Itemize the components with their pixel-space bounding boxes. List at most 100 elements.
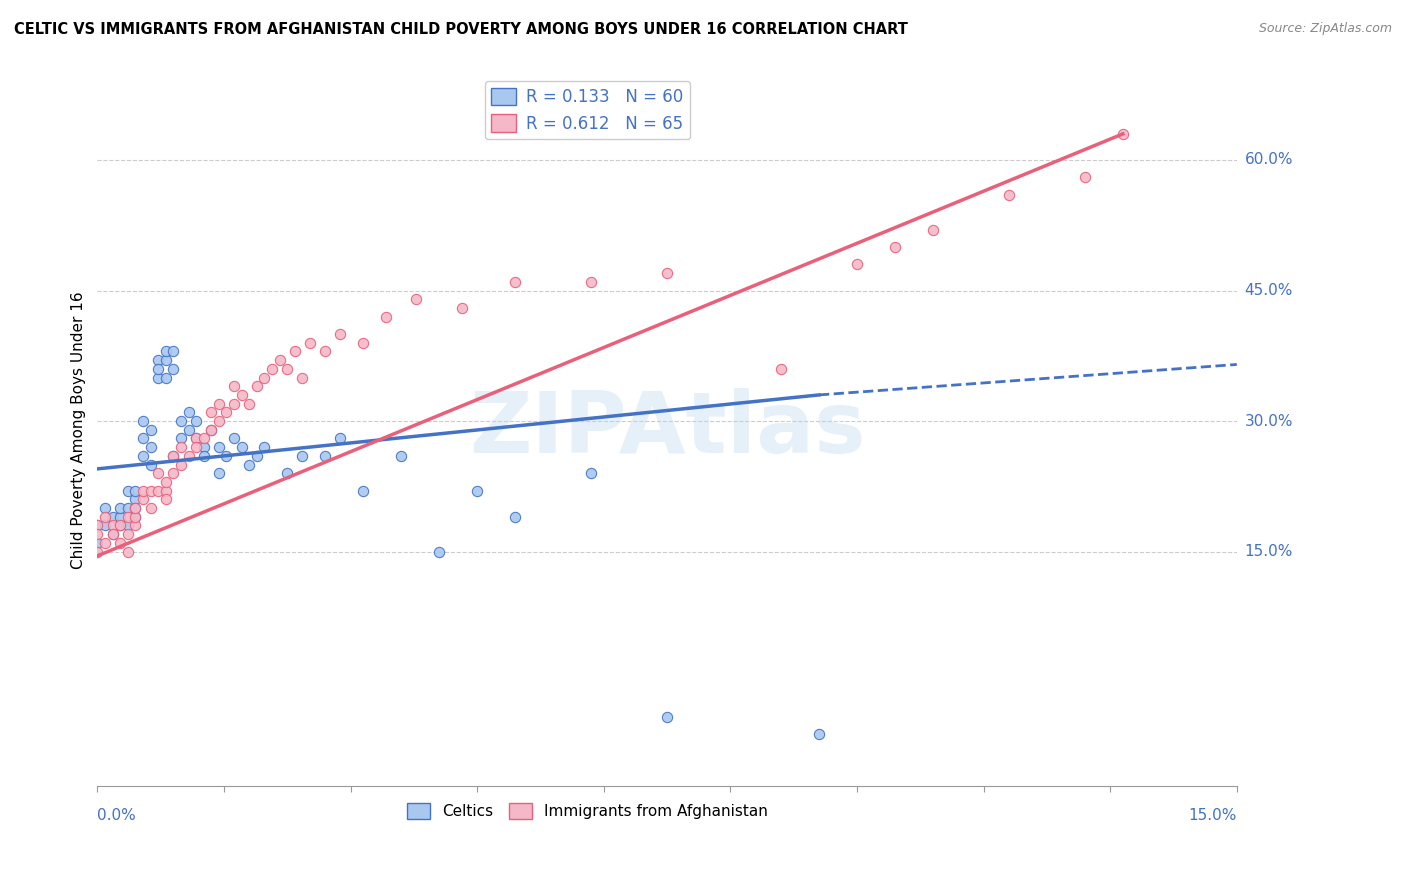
Point [139, 423, 162, 437]
Point [238, 396, 260, 410]
Point [117, 518, 139, 533]
Point [222, 432, 245, 446]
Point [269, 353, 291, 368]
Legend: Celtics, Immigrants from Afghanistan: Celtics, Immigrants from Afghanistan [401, 797, 773, 825]
Point [284, 344, 307, 359]
Point [246, 379, 269, 393]
Point [193, 440, 215, 454]
Point [389, 449, 412, 463]
Point [132, 449, 155, 463]
Point [94, 501, 117, 516]
Text: 0.0%: 0.0% [97, 808, 136, 823]
Point [86, 527, 108, 541]
Point [94, 509, 117, 524]
Point [132, 414, 155, 428]
Point [162, 449, 184, 463]
Point [314, 449, 336, 463]
Point [262, 361, 284, 376]
Point [352, 335, 374, 350]
Text: 30.0%: 30.0% [1244, 414, 1294, 428]
Point [170, 440, 193, 454]
Point [146, 353, 169, 368]
Point [155, 483, 177, 498]
Point [177, 405, 200, 419]
Point [117, 544, 139, 558]
Text: ZIPAtlas: ZIPAtlas [468, 388, 866, 471]
Text: CELTIC VS IMMIGRANTS FROM AFGHANISTAN CHILD POVERTY AMONG BOYS UNDER 16 CORRELAT: CELTIC VS IMMIGRANTS FROM AFGHANISTAN CH… [14, 22, 908, 37]
Point [579, 275, 602, 289]
Point [139, 458, 162, 472]
Point [208, 396, 231, 410]
Point [884, 240, 907, 254]
Point [117, 509, 139, 524]
Point [177, 423, 200, 437]
Point [108, 536, 131, 550]
Point [200, 405, 222, 419]
Point [117, 483, 139, 498]
Point [94, 518, 117, 533]
Point [427, 544, 450, 558]
Point [246, 449, 269, 463]
Point [132, 483, 155, 498]
Point [155, 492, 177, 507]
Point [231, 440, 253, 454]
Point [139, 483, 162, 498]
Point [193, 432, 215, 446]
Point [170, 458, 193, 472]
Point [139, 440, 162, 454]
Point [579, 467, 602, 481]
Text: 15.0%: 15.0% [1188, 808, 1237, 823]
Point [146, 467, 169, 481]
Point [86, 544, 108, 558]
Point [162, 344, 184, 359]
Point [276, 467, 298, 481]
Point [124, 518, 146, 533]
Point [124, 483, 146, 498]
Point [132, 492, 155, 507]
Point [124, 492, 146, 507]
Point [155, 370, 177, 384]
Point [922, 222, 945, 236]
Point [375, 310, 398, 324]
Point [208, 440, 231, 454]
Point [170, 414, 193, 428]
Point [276, 361, 298, 376]
Point [124, 509, 146, 524]
Point [200, 423, 222, 437]
Point [503, 275, 526, 289]
Point [200, 423, 222, 437]
Y-axis label: Child Poverty Among Boys Under 16: Child Poverty Among Boys Under 16 [72, 291, 86, 568]
Point [291, 449, 314, 463]
Point [155, 344, 177, 359]
Point [222, 379, 245, 393]
Point [451, 301, 474, 315]
Point [108, 501, 131, 516]
Text: 60.0%: 60.0% [1244, 153, 1294, 168]
Point [162, 361, 184, 376]
Point [1074, 170, 1097, 185]
Text: 15.0%: 15.0% [1244, 544, 1292, 559]
Point [155, 353, 177, 368]
Point [208, 414, 231, 428]
Point [170, 432, 193, 446]
Point [155, 475, 177, 489]
Point [101, 527, 124, 541]
Point [117, 501, 139, 516]
Point [238, 458, 260, 472]
Point [231, 388, 253, 402]
Point [998, 187, 1021, 202]
Point [86, 536, 108, 550]
Point [1112, 127, 1135, 141]
Point [769, 361, 792, 376]
Point [215, 449, 238, 463]
Point [184, 432, 207, 446]
Point [162, 467, 184, 481]
Point [124, 501, 146, 516]
Point [405, 292, 427, 306]
Point [124, 501, 146, 516]
Point [184, 440, 207, 454]
Point [117, 527, 139, 541]
Point [108, 518, 131, 533]
Point [146, 370, 169, 384]
Text: Source: ZipAtlas.com: Source: ZipAtlas.com [1258, 22, 1392, 36]
